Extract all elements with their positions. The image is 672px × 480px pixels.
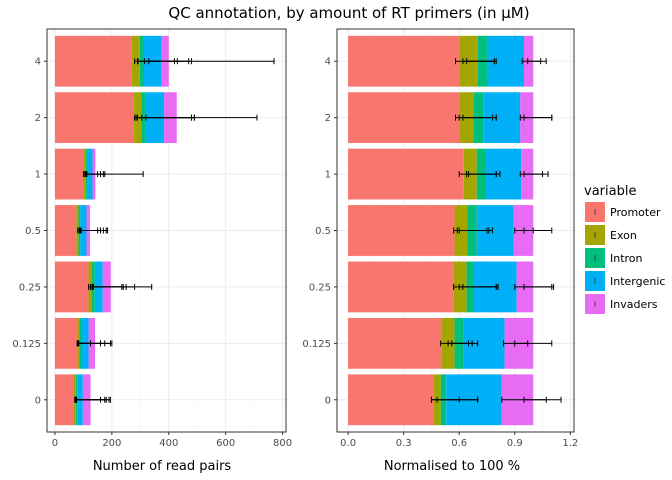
chart-title: QC annotation, by amount of RT primers (… bbox=[168, 4, 529, 22]
error-bar-invaders-1 bbox=[523, 171, 549, 178]
y-tick-label: 0.125 bbox=[12, 339, 41, 350]
legend-label: Invaders bbox=[610, 298, 658, 311]
y-tick-label: 0.5 bbox=[25, 226, 41, 237]
bar-segment-promoter-0.5 bbox=[348, 205, 455, 256]
y-tick-label: 1 bbox=[325, 170, 331, 181]
bar-segment-promoter-4 bbox=[54, 35, 132, 87]
x-axis-title-right: Normalised to 100 % bbox=[384, 459, 520, 474]
error-bar-invaders-2 bbox=[523, 114, 553, 121]
y-tick-label: 4 bbox=[35, 57, 41, 68]
x-tick-label: 0 bbox=[52, 438, 58, 449]
legend-label: Intron bbox=[610, 252, 643, 265]
error-bar-intron-4 bbox=[466, 58, 495, 65]
panel-read-pairs: 0 200 400 600 800 0 0.125 0.25 0.5 1 2 4 bbox=[12, 28, 292, 449]
bar-segment-promoter-0.125 bbox=[54, 317, 78, 369]
error-bar-intron-1 bbox=[467, 171, 501, 178]
legend-item-invaders: Invaders bbox=[585, 294, 658, 314]
y-tick-label: 1 bbox=[35, 170, 41, 181]
legend-item-intron: Intron bbox=[585, 248, 643, 268]
error-bar-invaders-0.5 bbox=[523, 227, 553, 234]
error-bar-invaders-4 bbox=[527, 58, 547, 65]
error-bar-intron-0.5 bbox=[458, 227, 494, 234]
x-tick-label: 1.2 bbox=[562, 438, 578, 449]
legend-item-intergenic: Intergenic bbox=[585, 271, 665, 291]
bar-segment-promoter-0 bbox=[348, 374, 434, 426]
y-tick-label: 2 bbox=[325, 113, 331, 124]
legend-label: Intergenic bbox=[610, 275, 665, 288]
y-tick-label: 0 bbox=[35, 395, 41, 406]
x-tick-label: 200 bbox=[102, 438, 121, 449]
y-tick-label: 0.25 bbox=[19, 282, 41, 293]
legend-title: variable bbox=[584, 184, 636, 199]
error-bar-invaders-0 bbox=[76, 396, 111, 403]
bar-segment-promoter-0 bbox=[54, 374, 74, 426]
bar-segment-promoter-4 bbox=[348, 35, 460, 87]
error-bar-invaders-0.25 bbox=[92, 283, 127, 290]
panel-normalised: 0.0 0.3 0.6 0.9 1.2 0 0.125 0.25 0.5 1 2 4 bbox=[302, 28, 578, 449]
legend-label: Promoter bbox=[610, 206, 661, 219]
x-tick-label: 0.0 bbox=[340, 438, 356, 449]
legend: variable Promoter Exon Intron Intergenic Inv… bbox=[584, 184, 665, 314]
bar-segment-promoter-0.25 bbox=[348, 261, 454, 313]
legend-item-promoter: Promoter bbox=[585, 202, 661, 222]
bar-segment-promoter-2 bbox=[348, 92, 460, 144]
y-tick-label: 0.5 bbox=[315, 226, 331, 237]
error-bar-invaders-1 bbox=[86, 171, 106, 178]
x-tick-label: 800 bbox=[273, 438, 292, 449]
bar-segment-promoter-1 bbox=[348, 148, 464, 200]
x-tick-label: 0.6 bbox=[451, 438, 467, 449]
legend-label: Exon bbox=[610, 229, 637, 242]
error-bar-invaders-2 bbox=[145, 114, 195, 121]
error-bar-intron-0.125 bbox=[451, 340, 479, 347]
x-tick-label: 0.3 bbox=[396, 438, 412, 449]
bar-segment-promoter-0.5 bbox=[54, 205, 77, 256]
bar-segment-promoter-2 bbox=[54, 92, 135, 144]
error-bar-invaders-0.125 bbox=[78, 340, 113, 347]
x-axis-title-left: Number of read pairs bbox=[93, 459, 232, 474]
bar-segment-promoter-0.25 bbox=[54, 261, 89, 313]
y-tick-label: 0.25 bbox=[309, 282, 331, 293]
x-tick-label: 0.9 bbox=[507, 438, 523, 449]
bar-segment-promoter-1 bbox=[54, 148, 84, 200]
x-tick-label: 600 bbox=[216, 438, 235, 449]
error-bar-invaders-0.25 bbox=[523, 283, 555, 290]
error-bar-invaders-4 bbox=[148, 58, 190, 65]
y-tick-label: 4 bbox=[325, 57, 331, 68]
error-bar-invaders-0.5 bbox=[80, 227, 109, 234]
error-bar-intron-0.25 bbox=[462, 283, 497, 290]
y-tick-label: 0.125 bbox=[302, 339, 331, 350]
y-tick-label: 0 bbox=[325, 395, 331, 406]
legend-item-exon: Exon bbox=[585, 225, 637, 245]
x-tick-label: 400 bbox=[159, 438, 178, 449]
error-bar-invaders-0.125 bbox=[514, 340, 553, 347]
error-bar-intron-2 bbox=[462, 114, 497, 121]
y-tick-label: 2 bbox=[35, 113, 41, 124]
error-bar-invaders-0 bbox=[523, 396, 562, 403]
bar-segment-promoter-0.125 bbox=[348, 317, 442, 369]
error-bar-intron-0 bbox=[436, 396, 479, 403]
